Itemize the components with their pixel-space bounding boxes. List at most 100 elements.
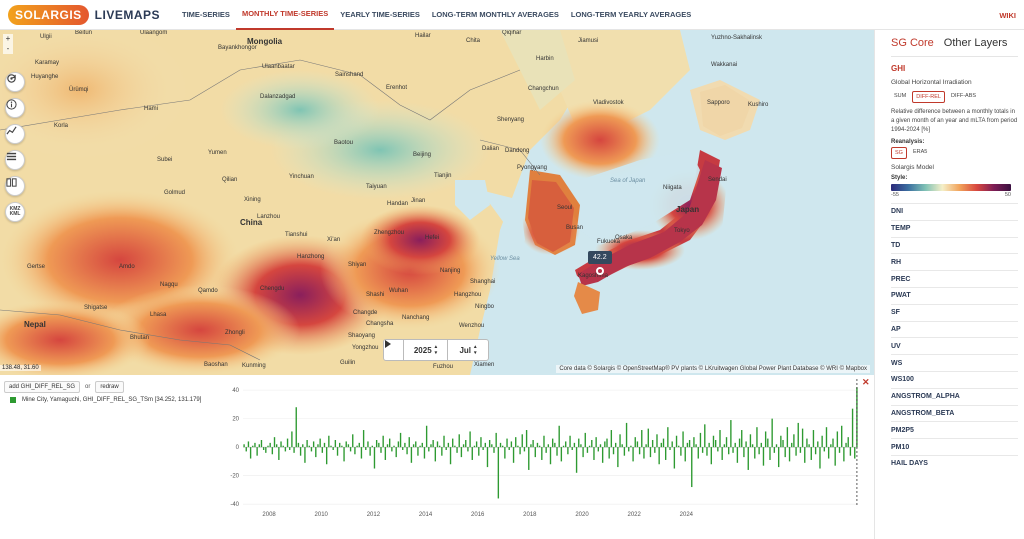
trend-chart-button[interactable] bbox=[5, 124, 25, 144]
chart-bar bbox=[621, 444, 623, 448]
chart-bar bbox=[643, 447, 645, 459]
chart-bar bbox=[486, 447, 489, 468]
chart-bar bbox=[756, 427, 758, 448]
layer-item-dni[interactable]: DNI bbox=[891, 203, 1018, 220]
chart-bar bbox=[380, 447, 382, 453]
mode-sum-button[interactable]: SUM bbox=[894, 93, 907, 99]
layer-item-rh[interactable]: RH bbox=[891, 253, 1018, 270]
layer-item-pm10[interactable]: PM10 bbox=[891, 438, 1018, 455]
layer-item-sf[interactable]: SF bbox=[891, 303, 1018, 321]
layer-item-pm2p5[interactable]: PM2P5 bbox=[891, 421, 1018, 438]
chart-bar bbox=[586, 447, 589, 453]
month-stepper[interactable]: Jul ▴ ▾ bbox=[448, 340, 488, 360]
map-label-place: Amdo bbox=[119, 264, 135, 270]
chart-bar bbox=[378, 442, 380, 448]
chart-bar bbox=[408, 437, 410, 448]
layer-item-uv[interactable]: UV bbox=[891, 337, 1018, 354]
layer-item-pwat[interactable]: PWAT bbox=[891, 286, 1018, 304]
chart-bar bbox=[745, 441, 747, 448]
nav-yearly-time-series[interactable]: YEARLY TIME-SERIES bbox=[340, 10, 420, 19]
tab-sg-core[interactable]: SG Core bbox=[891, 37, 934, 49]
x-tick-label: 2014 bbox=[419, 512, 433, 518]
layer-item-td[interactable]: TD bbox=[891, 236, 1018, 254]
compare-button[interactable] bbox=[5, 176, 25, 196]
chart-bar bbox=[545, 447, 547, 453]
tab-other-layers[interactable]: Other Layers bbox=[943, 37, 1008, 49]
kmz-kml-button[interactable]: KMZ KML bbox=[5, 202, 25, 222]
x-tick-label: 2012 bbox=[367, 512, 381, 518]
layer-item-angstrom-beta[interactable]: ANGSTROM_BETA bbox=[891, 404, 1018, 422]
map-label-place: Nanjing bbox=[440, 268, 461, 274]
solargis-logo[interactable]: SOLARGIS LIVEMAPS bbox=[8, 4, 160, 25]
chart-bar bbox=[345, 441, 347, 448]
map-label-bhutan: Bhutan bbox=[130, 335, 150, 341]
zoom-in-button[interactable]: + bbox=[3, 34, 13, 44]
layer-item-ap[interactable]: AP bbox=[891, 320, 1018, 338]
mode-diff-rel-button[interactable]: DIFF-REL bbox=[912, 91, 945, 103]
mode-diff-abs-button[interactable]: DIFF-ABS bbox=[950, 93, 977, 99]
chart-bar bbox=[469, 431, 471, 448]
layer-item-hail-days[interactable]: HAIL DAYS bbox=[891, 454, 1018, 472]
chart-bar bbox=[810, 447, 812, 460]
chart-bar bbox=[736, 447, 739, 463]
chart-bar bbox=[804, 447, 806, 463]
info-button[interactable] bbox=[5, 98, 25, 118]
chart-bar bbox=[721, 447, 723, 460]
layer-item-prec[interactable]: PREC bbox=[891, 270, 1018, 287]
add-series-button[interactable]: add GHI_DIFF_REL_SG bbox=[4, 381, 81, 393]
chart-bar bbox=[773, 447, 776, 453]
chart-bar bbox=[523, 447, 526, 452]
wiki-link[interactable]: WIKI bbox=[999, 11, 1016, 20]
map-label-place: Zhengzhou bbox=[374, 230, 405, 236]
zoom-out-button[interactable]: - bbox=[3, 44, 13, 54]
chart-bar bbox=[508, 447, 510, 450]
chart-bar bbox=[669, 447, 671, 450]
play-button[interactable] bbox=[384, 340, 404, 360]
map-view[interactable]: Mongolia China Nepal Japan Bhutan Beitun… bbox=[0, 30, 874, 375]
chart-bar bbox=[688, 440, 691, 448]
refresh-location-button[interactable] bbox=[5, 72, 25, 92]
chart-bar bbox=[273, 437, 276, 448]
or-text: or bbox=[85, 384, 91, 390]
y-tick-label: -20 bbox=[230, 474, 239, 480]
chart-bar bbox=[430, 444, 432, 448]
reanalysis-era5-button[interactable]: ERA5 bbox=[912, 149, 928, 155]
chart-bar bbox=[343, 447, 345, 462]
chart-bar bbox=[334, 440, 337, 448]
month-value: Jul bbox=[459, 345, 472, 355]
close-chart-icon[interactable]: ✕ bbox=[862, 377, 870, 387]
map-label-place: Baoshan bbox=[204, 362, 228, 368]
chart-bar bbox=[791, 442, 793, 448]
chart-bar bbox=[538, 445, 541, 448]
chart-bar bbox=[821, 435, 823, 448]
layer-item-ws100[interactable]: WS100 bbox=[891, 370, 1018, 388]
layer-item-temp[interactable]: TEMP bbox=[891, 219, 1018, 237]
layer-item-ws[interactable]: WS bbox=[891, 354, 1018, 371]
map-label-place: Yumen bbox=[208, 150, 227, 156]
layer-item-angstrom-alpha[interactable]: ANGSTROM_ALPHA bbox=[891, 387, 1018, 405]
map-label-place: Hefei bbox=[425, 235, 440, 241]
monthly-diff-chart: 40 20 0 -20 -40 2008 2010 2012 2014 2016 2018 2020 2… bbox=[230, 379, 858, 518]
selected-location-marker[interactable] bbox=[596, 267, 604, 275]
chart-bar bbox=[799, 447, 802, 453]
map-label-japan: Japan bbox=[676, 205, 700, 214]
nav-long-term-monthly-averages[interactable]: LONG-TERM MONTHLY AVERAGES bbox=[431, 10, 559, 19]
reanalysis-sg-button[interactable]: SG bbox=[891, 147, 907, 159]
chart-bar bbox=[777, 447, 780, 468]
nav-long-term-yearly-averages[interactable]: LONG-TERM YEARLY AVERAGES bbox=[570, 10, 692, 19]
color-scale-bar[interactable] bbox=[891, 184, 1011, 191]
chart-bar bbox=[286, 438, 289, 448]
nav-monthly-time-series[interactable]: MONTHLY TIME-SERIES bbox=[235, 0, 335, 30]
year-stepper[interactable]: 2025 ▴ ▾ bbox=[404, 340, 448, 360]
ghi-layer-title[interactable]: GHI bbox=[891, 64, 906, 73]
chart-bar bbox=[447, 442, 450, 448]
map-label-place: Xi'an bbox=[327, 237, 341, 243]
x-tick-label: 2024 bbox=[680, 512, 694, 518]
chart-legend: Mine City, Yamaguchi, GHI_DIFF_REL_SG_TS… bbox=[10, 397, 201, 403]
map-label-place: Hami bbox=[144, 106, 159, 112]
chart-bar bbox=[845, 442, 847, 448]
chart-bar bbox=[467, 447, 469, 452]
redraw-button[interactable]: redraw bbox=[95, 381, 124, 393]
list-button[interactable] bbox=[5, 150, 25, 170]
nav-time-series[interactable]: TIME-SERIES bbox=[182, 10, 230, 19]
